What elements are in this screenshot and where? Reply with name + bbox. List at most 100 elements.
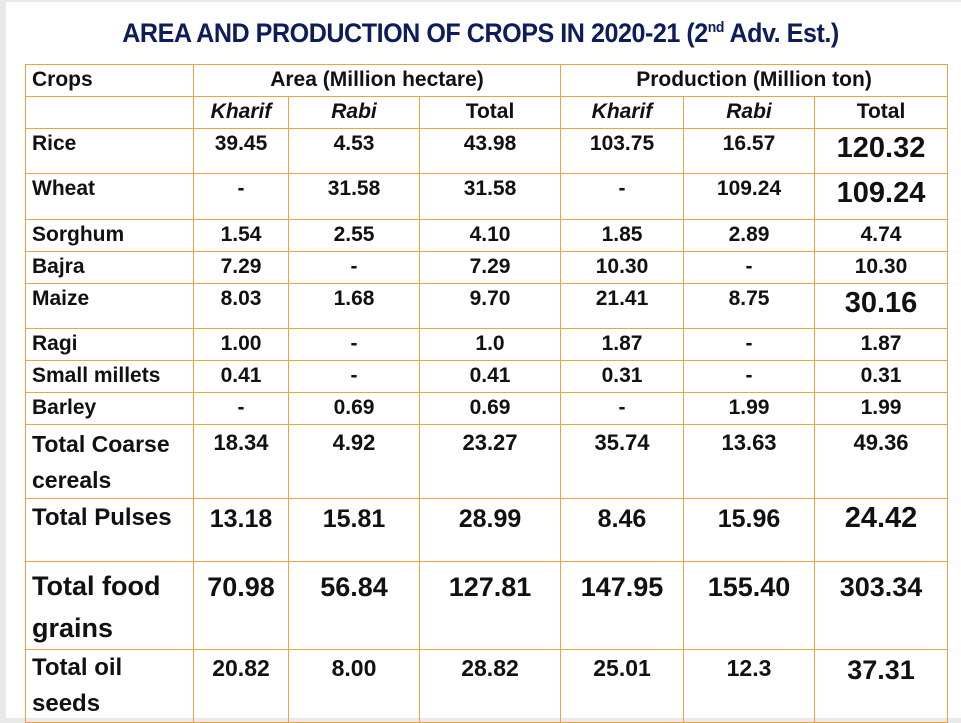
- table-row-small-millets: Small millets 0.41 - 0.41 0.31 - 0.31: [25, 360, 949, 393]
- area-kharif: 20.82: [193, 649, 289, 723]
- area-rabi: 15.81: [288, 498, 420, 562]
- table-row-bajra: Bajra 7.29 - 7.29 10.30 - 10.30: [25, 251, 949, 284]
- crops-table: Crops Area (Million hectare) Production …: [25, 64, 949, 723]
- prod-kharif: -: [560, 392, 685, 425]
- crop-name: Total Coarse cereals: [25, 424, 194, 499]
- header-area-kharif: Kharif: [193, 96, 289, 129]
- area-rabi: -: [288, 328, 420, 361]
- prod-total: 1.99: [814, 392, 949, 425]
- prod-total: 24.42: [814, 498, 949, 562]
- crop-name: Total food grains: [25, 561, 194, 650]
- crop-name: Maize: [25, 283, 194, 329]
- table-row-total-pulses: Total Pulses 13.18 15.81 28.99 8.46 15.9…: [25, 498, 949, 562]
- header-area-group: Area (Million hectare): [192, 64, 562, 97]
- prod-rabi: 109.24: [683, 173, 816, 220]
- header-area-rabi: Rabi: [288, 96, 420, 129]
- prod-rabi: 13.63: [683, 424, 816, 499]
- prod-total: 109.24: [814, 173, 949, 220]
- prod-kharif: 147.95: [560, 561, 685, 650]
- area-total: 7.29: [418, 251, 562, 284]
- prod-rabi: 155.40: [683, 561, 816, 650]
- area-kharif: 0.41: [193, 360, 289, 393]
- prod-rabi: 12.3: [683, 649, 816, 723]
- table-row-wheat: Wheat - 31.58 31.58 - 109.24 109.24: [25, 173, 949, 220]
- prod-kharif: 21.41: [560, 283, 685, 329]
- prod-total: 10.30: [814, 251, 949, 284]
- table-row-total-oil-seeds: Total oil seeds 20.82 8.00 28.82 25.01 1…: [25, 649, 949, 723]
- prod-rabi: 16.57: [683, 128, 816, 174]
- area-total: 4.10: [418, 219, 562, 252]
- prod-total: 120.32: [814, 128, 949, 174]
- area-kharif: 70.98: [193, 561, 289, 650]
- header-crops: Crops: [25, 64, 194, 97]
- prod-total: 49.36: [814, 424, 949, 499]
- area-kharif: -: [193, 392, 289, 425]
- crop-name: Bajra: [25, 251, 194, 284]
- area-kharif: -: [193, 173, 289, 220]
- area-kharif: 18.34: [193, 424, 289, 499]
- header-blank: [25, 96, 194, 129]
- area-total: 9.70: [418, 283, 562, 329]
- prod-total: 1.87: [814, 328, 949, 361]
- prod-kharif: 10.30: [560, 251, 685, 284]
- prod-total: 37.31: [814, 649, 949, 723]
- header-prod-rabi: Rabi: [683, 96, 816, 129]
- header-production-group: Production (Million ton): [560, 64, 949, 97]
- crop-name: Barley: [25, 392, 194, 425]
- prod-kharif: 35.74: [560, 424, 685, 499]
- prod-rabi: 1.99: [683, 392, 816, 425]
- crop-name: Total Pulses: [25, 498, 194, 562]
- prod-rabi: -: [683, 360, 816, 393]
- prod-total: 0.31: [814, 360, 949, 393]
- table-row-rice: Rice 39.45 4.53 43.98 103.75 16.57 120.3…: [25, 128, 949, 174]
- area-kharif: 7.29: [193, 251, 289, 284]
- title-text: AREA AND PRODUCTION OF CROPS IN 2020-21 …: [122, 18, 708, 48]
- prod-total: 4.74: [814, 219, 949, 252]
- title-suffix: Adv. Est.): [723, 18, 839, 48]
- area-total: 28.99: [418, 498, 562, 562]
- area-kharif: 13.18: [193, 498, 289, 562]
- area-rabi: 4.53: [288, 128, 420, 174]
- header-row-sub: Kharif Rabi Total Kharif Rabi Total: [25, 96, 949, 129]
- table-row-sorghum: Sorghum 1.54 2.55 4.10 1.85 2.89 4.74: [25, 219, 949, 252]
- header-area-total: Total: [418, 96, 562, 129]
- area-total: 28.82: [418, 649, 562, 723]
- area-total: 31.58: [418, 173, 562, 220]
- table-row-ragi: Ragi 1.00 - 1.0 1.87 - 1.87: [25, 328, 949, 361]
- prod-kharif: -: [560, 173, 685, 220]
- prod-kharif: 1.87: [560, 328, 685, 361]
- area-rabi: 4.92: [288, 424, 420, 499]
- header-row-group: Crops Area (Million hectare) Production …: [25, 64, 949, 97]
- area-total: 0.69: [418, 392, 562, 425]
- crop-name: Small millets: [25, 360, 194, 393]
- area-kharif: 1.00: [193, 328, 289, 361]
- prod-rabi: 8.75: [683, 283, 816, 329]
- prod-total: 30.16: [814, 283, 949, 329]
- prod-kharif: 0.31: [560, 360, 685, 393]
- title-superscript: nd: [707, 19, 725, 36]
- area-rabi: 31.58: [288, 173, 420, 220]
- area-rabi: 0.69: [288, 392, 420, 425]
- prod-rabi: 2.89: [683, 219, 816, 252]
- area-total: 127.81: [418, 561, 562, 650]
- table-row-total-food-grains: Total food grains 70.98 56.84 127.81 147…: [25, 561, 949, 650]
- prod-rabi: -: [683, 251, 816, 284]
- prod-kharif: 8.46: [560, 498, 685, 562]
- area-kharif: 1.54: [193, 219, 289, 252]
- crop-name: Wheat: [25, 173, 194, 220]
- prod-kharif: 25.01: [560, 649, 685, 723]
- area-total: 0.41: [418, 360, 562, 393]
- slide-title: AREA AND PRODUCTION OF CROPS IN 2020-21 …: [34, 18, 928, 49]
- area-total: 1.0: [418, 328, 562, 361]
- area-rabi: 1.68: [288, 283, 420, 329]
- crop-name: Sorghum: [25, 219, 194, 252]
- header-prod-total: Total: [814, 96, 949, 129]
- header-prod-kharif: Kharif: [560, 96, 685, 129]
- table-row-maize: Maize 8.03 1.68 9.70 21.41 8.75 30.16: [25, 283, 949, 329]
- prod-total: 303.34: [814, 561, 949, 650]
- crop-name: Ragi: [25, 328, 194, 361]
- prod-kharif: 103.75: [560, 128, 685, 174]
- prod-rabi: -: [683, 328, 816, 361]
- area-kharif: 39.45: [193, 128, 289, 174]
- area-kharif: 8.03: [193, 283, 289, 329]
